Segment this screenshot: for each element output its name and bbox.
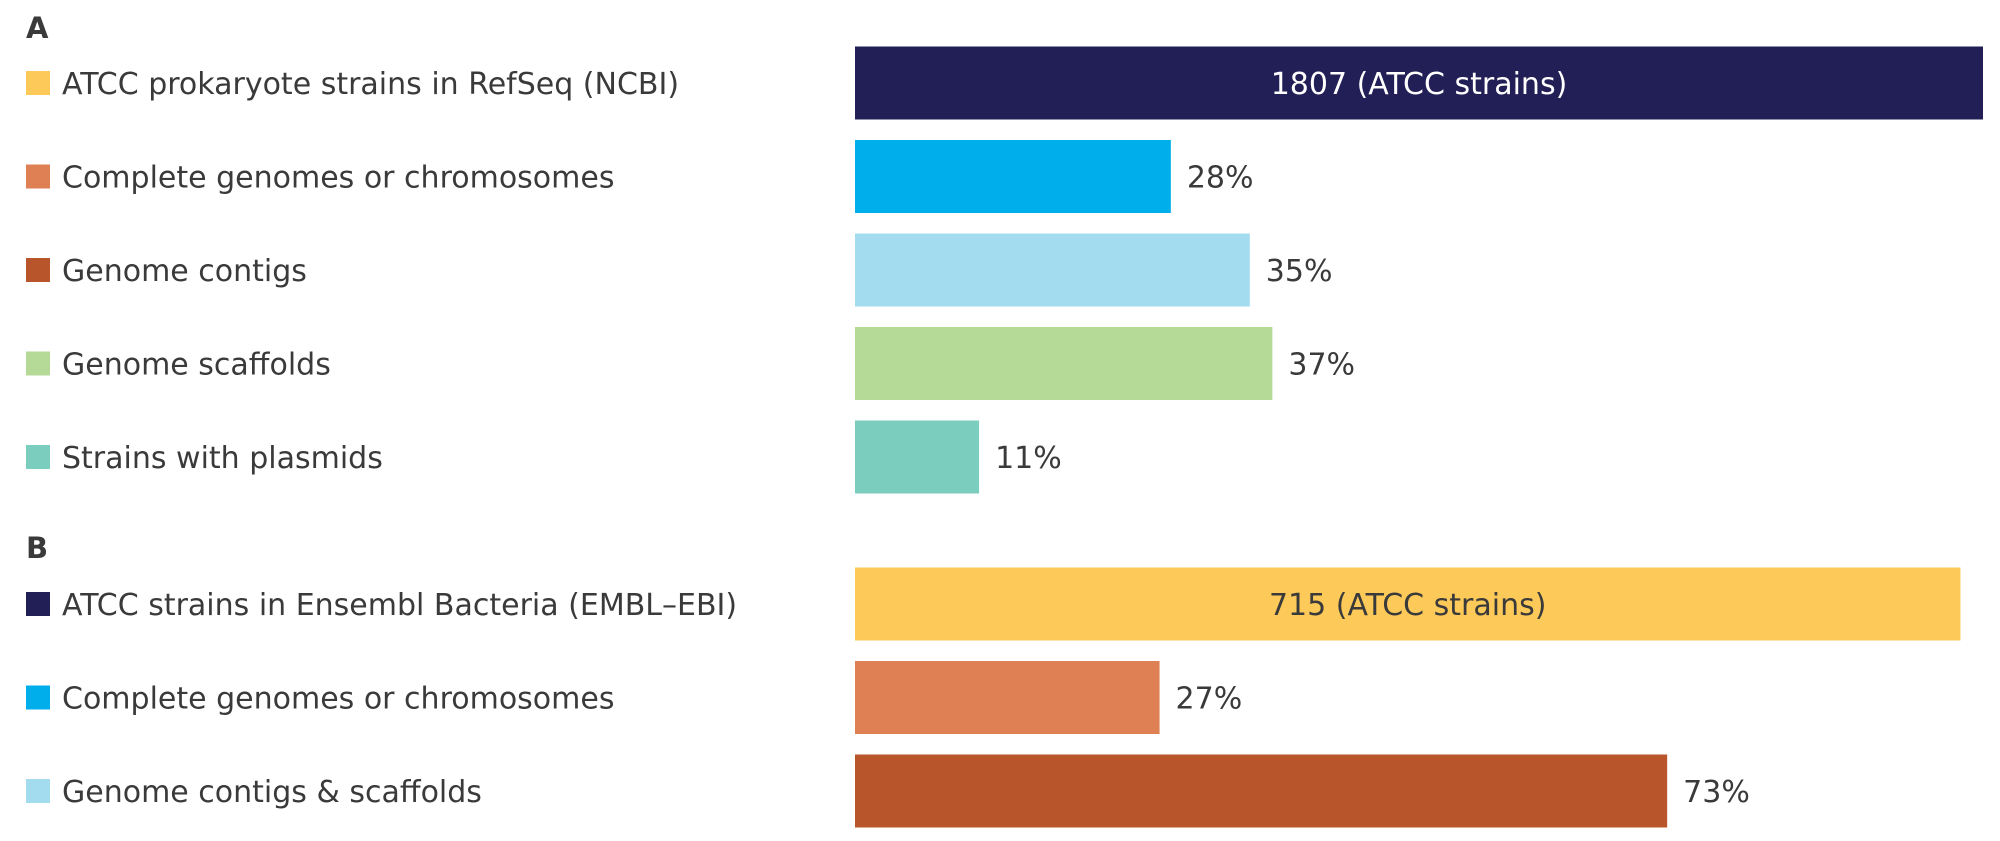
bar-value-label: 715 (ATCC strains) [1269,588,1547,623]
bar-value-label: 11% [995,441,1062,476]
panel-letter-b: B [26,531,48,565]
legend-label: Complete genomes or chromosomes [62,682,614,717]
legend-label: Genome contigs [62,254,307,289]
legend-label: Genome contigs & scaffolds [62,775,482,810]
bar-value-label: 28% [1187,161,1254,196]
bar-value-label: 1807 (ATCC strains) [1271,67,1568,102]
legend-swatch [26,685,50,710]
bar [855,754,1668,828]
bar [855,327,1273,400]
legend-swatch [26,71,50,95]
bar-value-label: 27% [1176,682,1243,717]
bar [855,233,1250,307]
legend-label: ATCC prokaryote strains in RefSeq (NCBI) [62,67,679,102]
legend-swatch [26,164,50,189]
bar [855,420,980,494]
legend-swatch [26,445,50,469]
panel-letter-a: A [26,11,49,45]
bar [855,567,1961,641]
bar-value-label: 73% [1683,775,1750,810]
legend-label: Genome scaffolds [62,348,331,383]
bar [855,46,1983,120]
legend-label: Complete genomes or chromosomes [62,161,614,196]
bar [855,140,1171,213]
legend-label: ATCC strains in Ensembl Bacteria (EMBL–E… [62,588,737,623]
bar-value-label: 35% [1266,254,1333,289]
legend-swatch [26,351,50,376]
legend-swatch [26,592,50,616]
bar [855,661,1160,734]
legend-swatch [26,779,50,803]
legend-swatch [26,258,50,282]
legend-label: Strains with plasmids [62,441,383,476]
bar-value-label: 37% [1288,348,1355,383]
